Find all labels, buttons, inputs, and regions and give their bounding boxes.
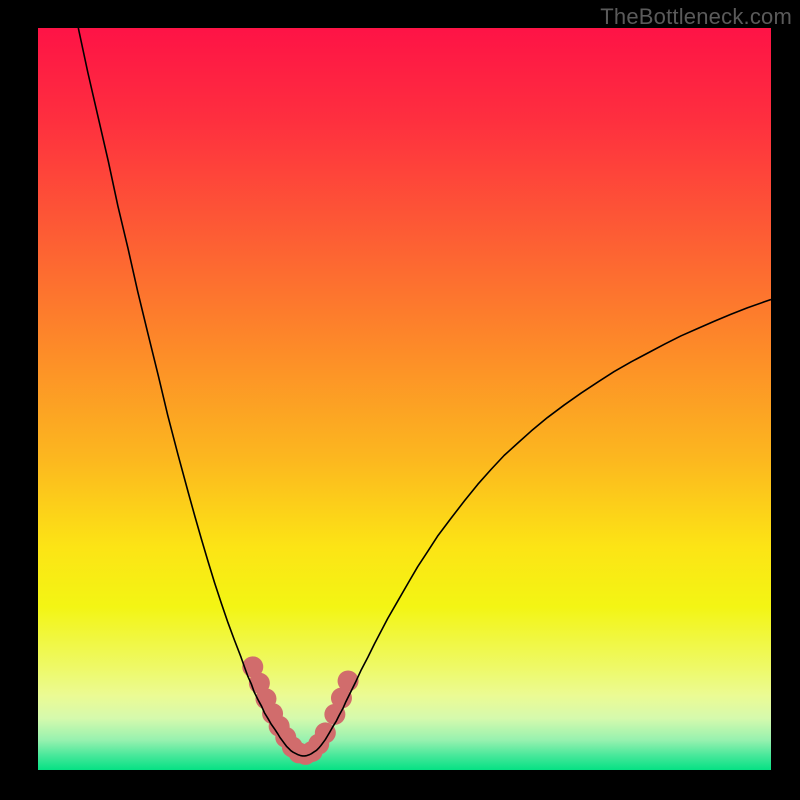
plot-area <box>38 28 771 770</box>
gradient-background <box>38 28 771 770</box>
plot-svg <box>38 28 771 770</box>
watermark-label: TheBottleneck.com <box>600 4 792 30</box>
chart-stage: TheBottleneck.com <box>0 0 800 800</box>
